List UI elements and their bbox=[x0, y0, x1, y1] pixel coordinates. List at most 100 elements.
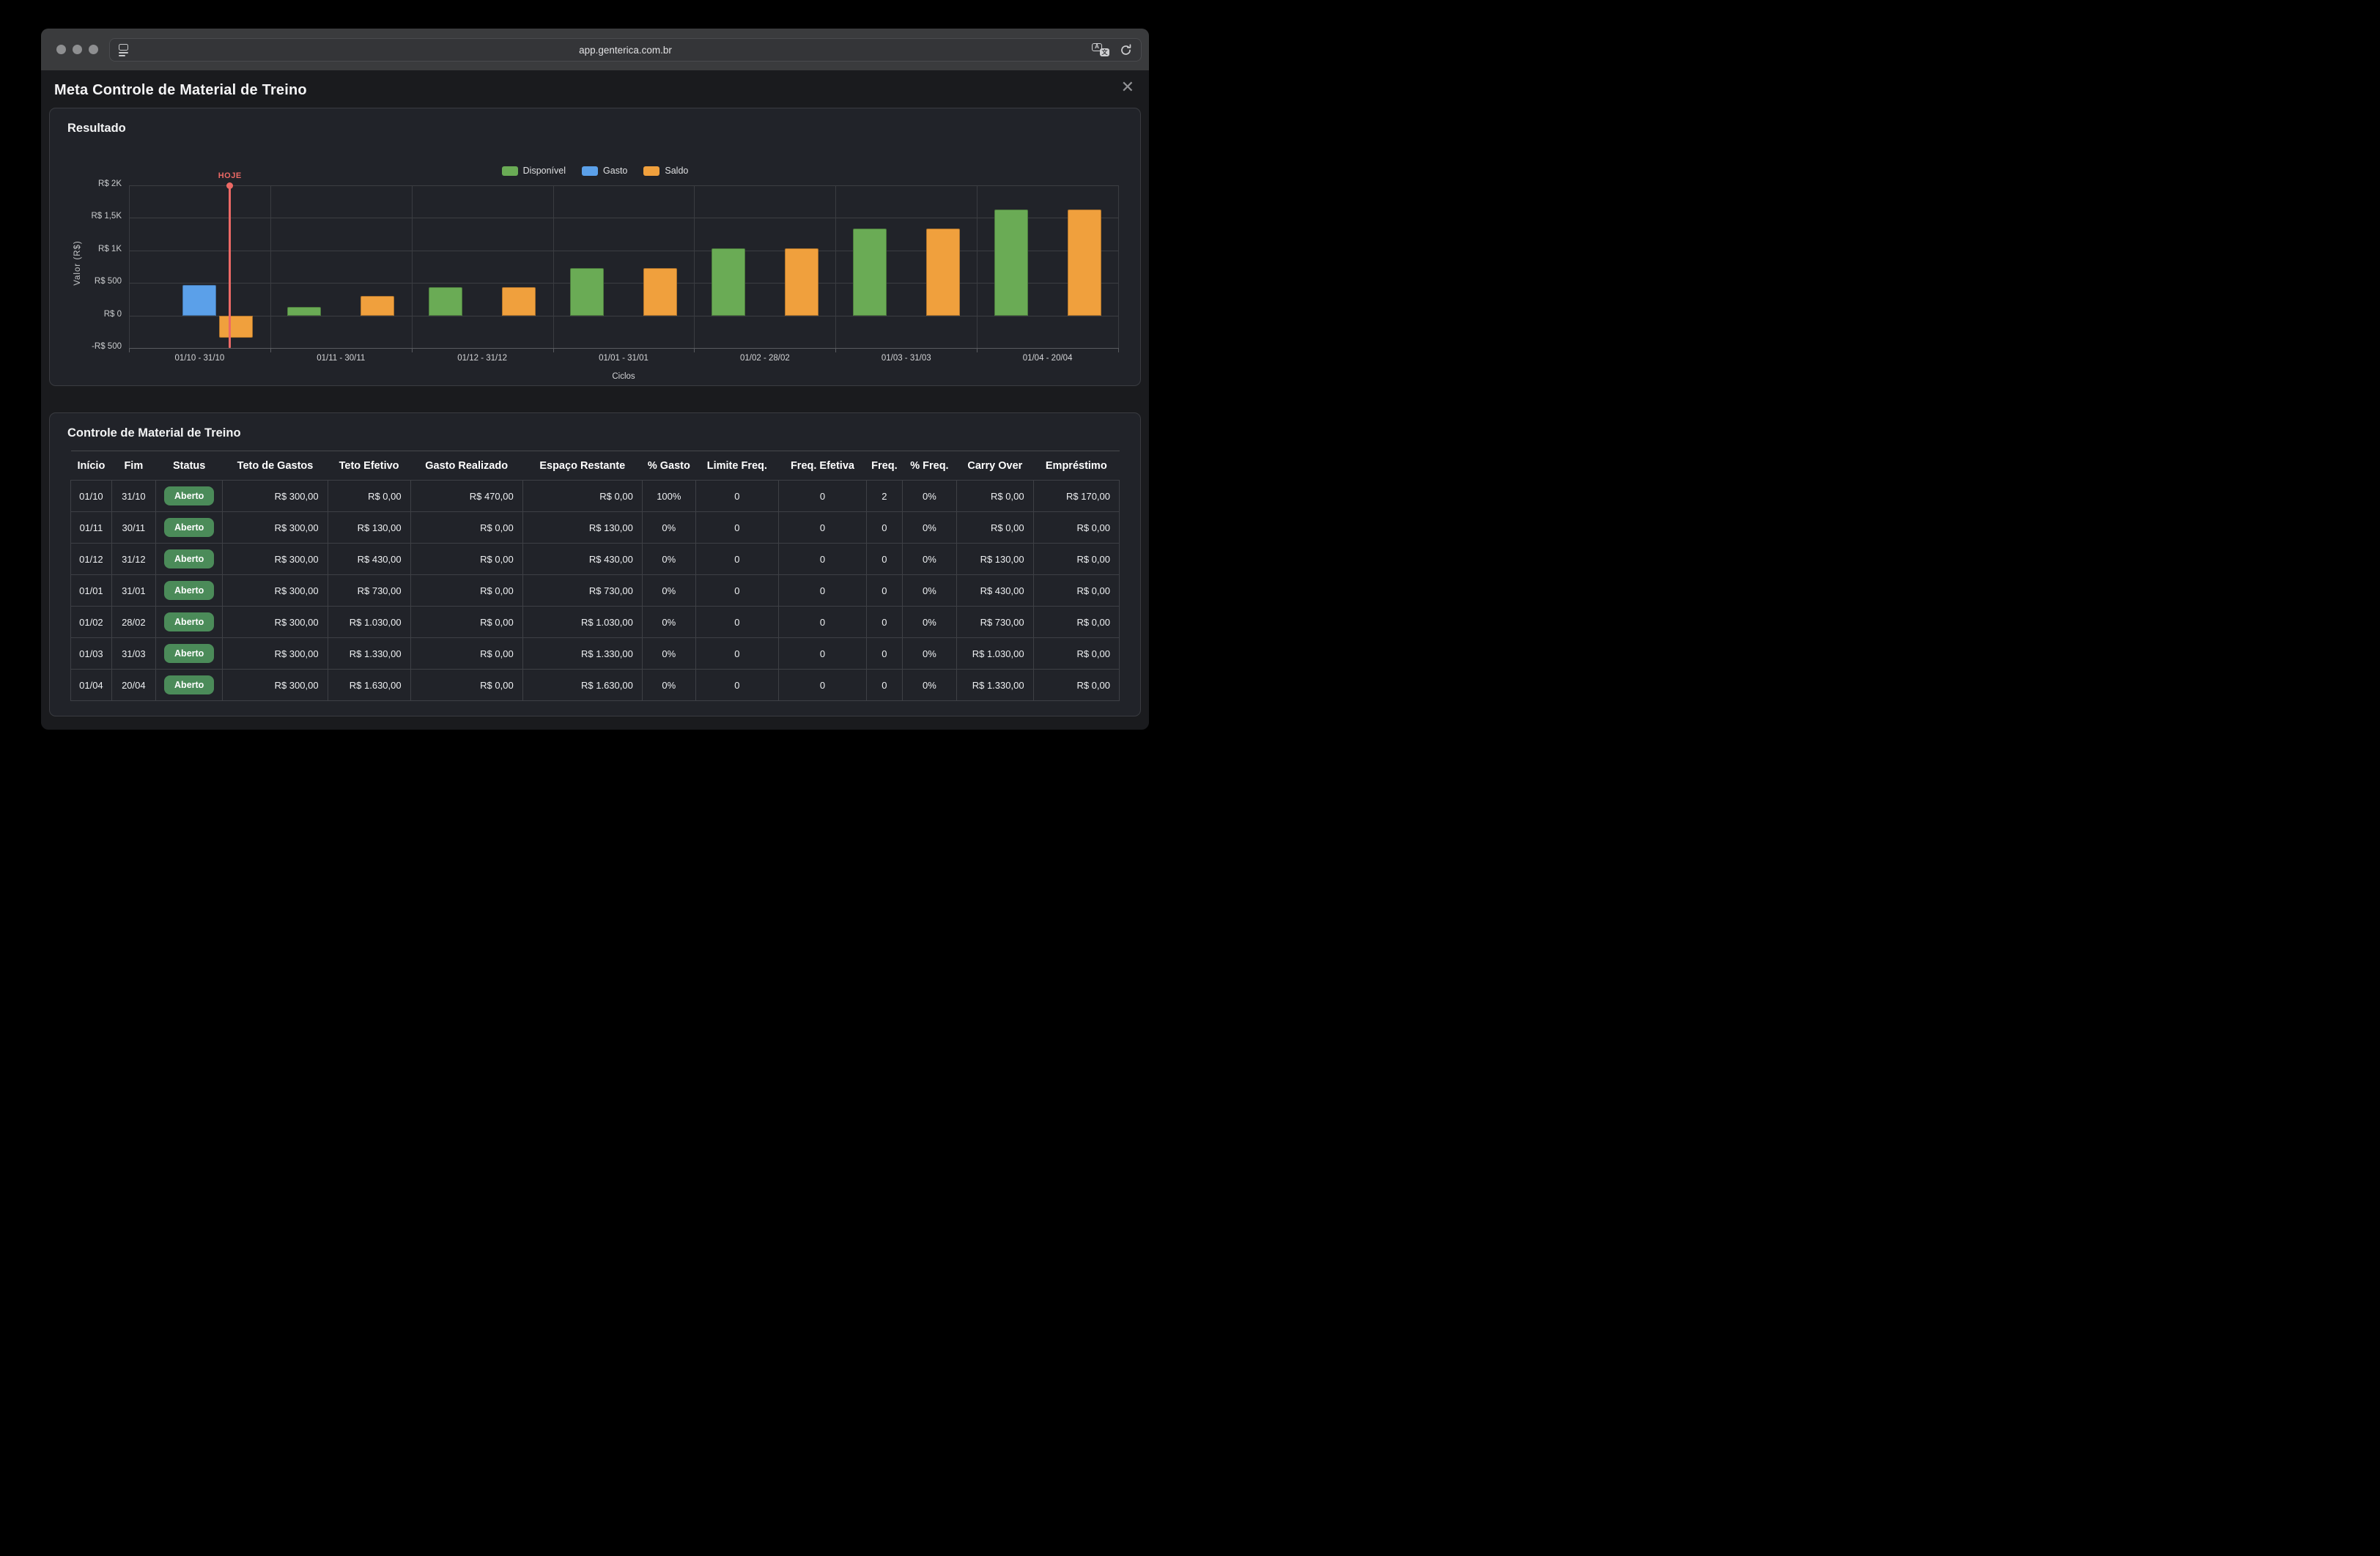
today-marker-label: HOJE bbox=[218, 171, 242, 180]
table-cell: R$ 0,00 bbox=[410, 511, 523, 544]
table-cell: R$ 300,00 bbox=[222, 606, 328, 638]
table-cell: 0 bbox=[695, 543, 779, 575]
table-cell: 0 bbox=[777, 606, 868, 638]
table-cell: R$ 430,00 bbox=[956, 574, 1034, 607]
y-tick-label: R$ 0 bbox=[103, 309, 122, 319]
traffic-light-minimize[interactable] bbox=[73, 45, 82, 54]
table-cell: 01/02 bbox=[70, 606, 112, 638]
legend-item-gasto[interactable]: Gasto bbox=[582, 166, 627, 176]
control-table-panel: Controle de Material de Treino Início Fim… bbox=[49, 412, 1141, 716]
control-table-heading: Controle de Material de Treino bbox=[67, 426, 241, 440]
x-axis-tick bbox=[552, 348, 554, 352]
table-cell: R$ 0,00 bbox=[410, 606, 523, 638]
table-cell: R$ 300,00 bbox=[222, 511, 328, 544]
x-axis-tick bbox=[977, 348, 978, 352]
table-cell: 30/11 bbox=[111, 511, 156, 544]
table-row: 01/04 20/04 Aberto R$ 300,00 R$ 1.630,00 R$ 0… bbox=[70, 669, 1120, 701]
y-tick-label: -R$ 500 bbox=[92, 342, 122, 351]
traffic-light-close[interactable] bbox=[56, 45, 66, 54]
gridline-y bbox=[129, 185, 1118, 186]
traffic-light-maximize[interactable] bbox=[89, 45, 98, 54]
gridline-x bbox=[694, 185, 695, 348]
table-cell: 0% bbox=[641, 543, 696, 575]
y-tick-label: R$ 500 bbox=[94, 277, 122, 286]
y-tick-label: R$ 1,5K bbox=[91, 212, 122, 221]
table-cell: 0 bbox=[777, 669, 868, 701]
table-cell: R$ 0,00 bbox=[1032, 606, 1120, 638]
y-tick-label: R$ 2K bbox=[98, 179, 122, 188]
close-icon[interactable]: ✕ bbox=[1120, 78, 1134, 96]
reload-icon[interactable] bbox=[1120, 43, 1132, 56]
status-cell: Aberto bbox=[155, 511, 223, 544]
status-badge: Aberto bbox=[164, 518, 215, 537]
x-category-label: 01/04 - 20/04 bbox=[1022, 354, 1073, 363]
table-cell: R$ 0,00 bbox=[410, 637, 523, 670]
table-cell: R$ 430,00 bbox=[522, 543, 643, 575]
legend-swatch bbox=[582, 166, 599, 176]
status-cell: Aberto bbox=[155, 574, 223, 607]
legend-item-saldo[interactable]: Saldo bbox=[643, 166, 688, 176]
table-cell: R$ 0,00 bbox=[1032, 511, 1120, 544]
table-cell: 31/01 bbox=[111, 574, 156, 607]
table-cell: R$ 1.030,00 bbox=[956, 637, 1034, 670]
gridline-y bbox=[129, 283, 1118, 284]
today-marker-dot bbox=[226, 182, 234, 189]
table-cell: R$ 0,00 bbox=[410, 574, 523, 607]
table-cell: 28/02 bbox=[111, 606, 156, 638]
table-cell: 0% bbox=[901, 480, 958, 512]
column-header: Freq. Efetiva bbox=[778, 451, 867, 481]
status-badge: Aberto bbox=[164, 675, 215, 694]
x-axis-title: Ciclos bbox=[612, 372, 635, 381]
translate-icon[interactable]: A 文 bbox=[1092, 43, 1109, 56]
column-header: Gasto Realizado bbox=[410, 451, 523, 481]
table-cell: R$ 300,00 bbox=[222, 574, 328, 607]
legend-label: Disponível bbox=[522, 166, 566, 176]
legend-swatch bbox=[643, 166, 660, 176]
x-category-label: 01/02 - 28/02 bbox=[739, 354, 790, 363]
table-cell: 0% bbox=[901, 637, 958, 670]
status-cell: Aberto bbox=[155, 480, 223, 512]
table-cell: R$ 1.330,00 bbox=[522, 637, 643, 670]
gridline-x bbox=[1118, 185, 1119, 348]
table-row: 01/03 31/03 Aberto R$ 300,00 R$ 1.330,00 R$ 0… bbox=[70, 637, 1120, 670]
table-cell: 100% bbox=[641, 480, 696, 512]
status-badge: Aberto bbox=[164, 581, 215, 600]
bar-disponivel bbox=[852, 229, 887, 316]
table-cell: 0 bbox=[695, 669, 779, 701]
x-axis-tick bbox=[411, 348, 413, 352]
gridline-x bbox=[835, 185, 837, 348]
table-cell: 20/04 bbox=[111, 669, 156, 701]
table-row: 01/10 31/10 Aberto R$ 300,00 R$ 0,00 R$ 470,0… bbox=[70, 480, 1120, 512]
x-category-label: 01/10 - 31/10 bbox=[174, 354, 225, 363]
x-axis-tick bbox=[1118, 348, 1119, 352]
legend-item-disponivel[interactable]: Disponível bbox=[501, 166, 566, 176]
bar-disponivel bbox=[429, 287, 463, 316]
table-cell: 01/11 bbox=[70, 511, 112, 544]
y-axis-title: Valor (R$) bbox=[73, 240, 82, 286]
sidebar-panel-icon[interactable] bbox=[119, 43, 128, 56]
table-cell: R$ 1.630,00 bbox=[522, 669, 643, 701]
url-field[interactable]: app.genterica.com.br A 文 bbox=[109, 38, 1142, 62]
table-cell: 0 bbox=[866, 669, 903, 701]
table-cell: R$ 1.030,00 bbox=[327, 606, 411, 638]
table-cell: 01/03 bbox=[70, 637, 112, 670]
table-cell: 01/12 bbox=[70, 543, 112, 575]
table-cell: R$ 0,00 bbox=[327, 480, 411, 512]
table-cell: 01/04 bbox=[70, 669, 112, 701]
result-panel: Resultado Disponível Gasto Saldo Valor (R$… bbox=[49, 108, 1141, 386]
table-cell: R$ 1.330,00 bbox=[956, 669, 1034, 701]
table-cell: R$ 0,00 bbox=[522, 480, 643, 512]
table-cell: 0 bbox=[777, 574, 868, 607]
table-cell: R$ 0,00 bbox=[1032, 574, 1120, 607]
table-cell: R$ 0,00 bbox=[410, 543, 523, 575]
traffic-lights bbox=[56, 45, 98, 54]
table-row: 01/12 31/12 Aberto R$ 300,00 R$ 430,00 R$ 0,0… bbox=[70, 543, 1120, 575]
page-header: Meta Controle de Material de Treino ✕ bbox=[41, 70, 1149, 108]
table-cell: R$ 1.030,00 bbox=[522, 606, 643, 638]
bar-disponivel bbox=[570, 267, 604, 316]
table-cell: 0 bbox=[866, 606, 903, 638]
browser-window: app.genterica.com.br A 文 Meta Controle d… bbox=[41, 29, 1149, 730]
table-cell: 0% bbox=[641, 669, 696, 701]
table-cell: 0% bbox=[641, 606, 696, 638]
table-cell: R$ 0,00 bbox=[410, 669, 523, 701]
